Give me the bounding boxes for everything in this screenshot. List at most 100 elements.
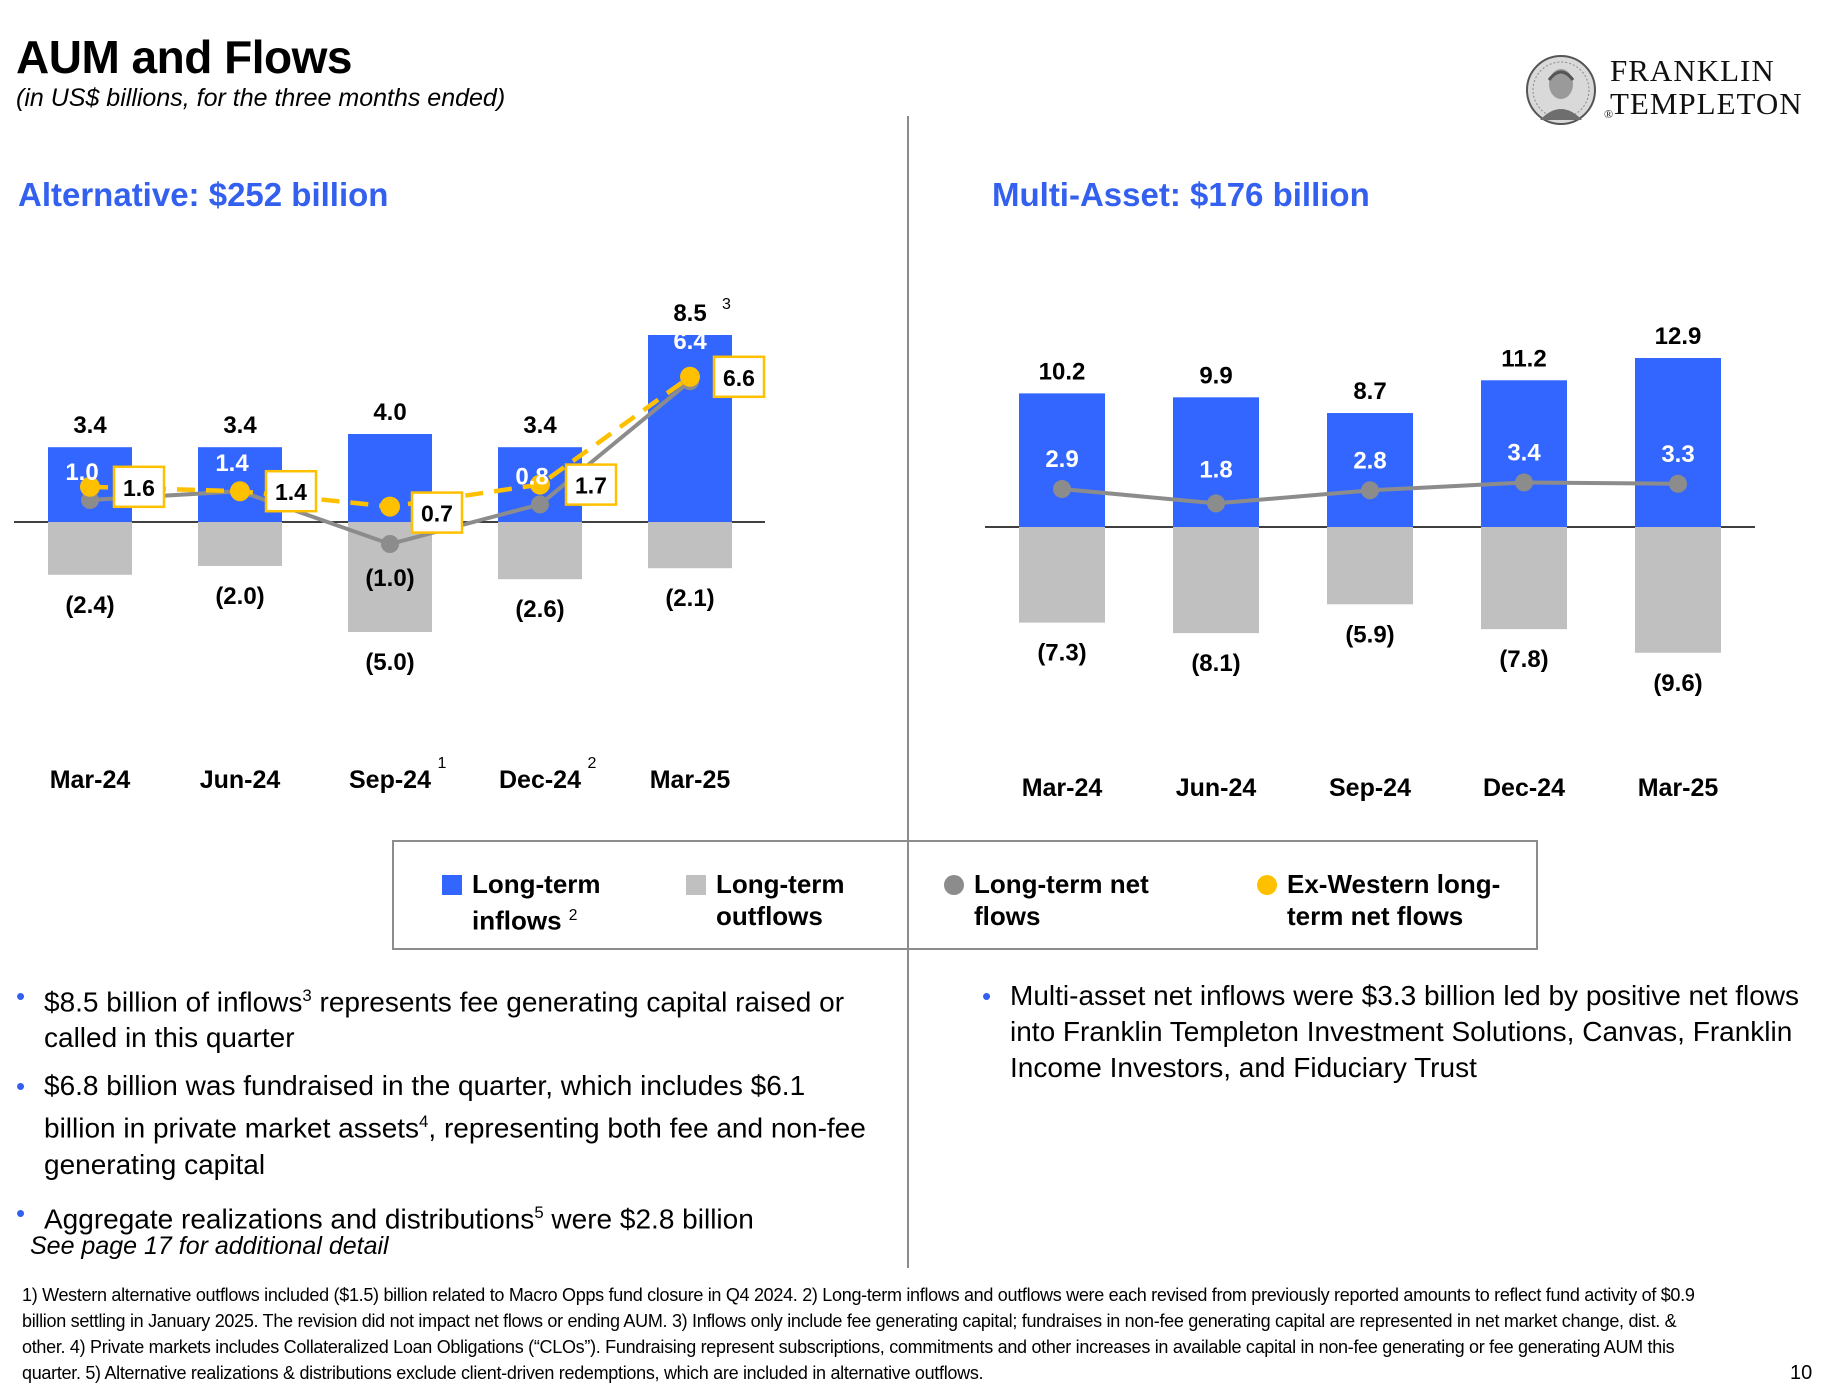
net-flow-label: 3.4 (1507, 439, 1541, 466)
bullet-fundraised-text-a: $6.8 billion was fundraised in the quart… (44, 1070, 806, 1144)
ex-western-point (680, 366, 700, 387)
inflows-swatch (442, 875, 462, 895)
net-flow-point (1361, 481, 1379, 500)
net-flow-point (1669, 474, 1687, 493)
ex-western-label: 1.4 (275, 479, 307, 505)
page-subtitle: (in US$ billions, for the three months e… (16, 84, 506, 112)
net-flow-point (381, 535, 399, 553)
legend-item-net-flows: Long-term net flows (944, 868, 1149, 932)
legend-inflows-line2: inflows (472, 905, 562, 936)
alternative-chart: 3.4 (2.4) Mar-24 3.4 (2.0) Jun-24 4.0 (5.0) Sep-… (14, 296, 766, 794)
multi-asset-chart: 10.2 (7.3) Mar-24 9.9 (8.1) Jun-24 8.7 (5.9) Sep… (985, 323, 1755, 802)
outflows-swatch (686, 875, 706, 895)
inflow-label: 3.4 (73, 412, 107, 439)
outflow-label: (8.1) (1191, 650, 1240, 677)
outflow-label: (5.9) (1345, 621, 1394, 648)
outflow-label: (2.6) (515, 596, 564, 623)
bullet-multi-asset: Multi-asset net inflows were $3.3 billio… (982, 978, 1802, 1086)
net-flow-point (1053, 480, 1071, 499)
net-flow-label: 1.8 (1199, 456, 1232, 483)
page-number: 10 (1790, 1362, 1813, 1384)
x-tick-label: Mar-24 (50, 766, 131, 794)
logo-line1: FRANKLIN (1610, 53, 1775, 88)
x-tick-footnote: 2 (588, 755, 597, 772)
bullet-inflows-text-a: $8.5 billion of inflows (44, 986, 303, 1018)
inflow-label: 12.9 (1655, 323, 1702, 350)
bullet-multi-asset-text: Multi-asset net inflows were $3.3 billio… (1010, 980, 1800, 1083)
net-flow-point (531, 495, 549, 514)
inflow-label: 11.2 (1501, 345, 1546, 372)
left-bullet-list: $8.5 billion of inflows3 represents fee … (16, 978, 876, 1249)
outflow-bar-Mar-24 (1019, 527, 1105, 623)
x-tick-label: Jun-24 (200, 766, 281, 794)
inflow-label: 8.7 (1353, 378, 1386, 405)
outflow-label: (7.8) (1499, 646, 1548, 673)
bullet-inflows: $8.5 billion of inflows3 represents fee … (16, 978, 876, 1056)
legend-item-outflows: Long-term outflows (686, 868, 845, 932)
outflow-label: (2.0) (215, 583, 264, 610)
inflow-label: 9.9 (1199, 362, 1232, 389)
legend-exw-line1: Ex-Western long- (1287, 869, 1501, 899)
inflow-footnote: 3 (722, 296, 731, 313)
x-tick-label: Dec-24 (499, 766, 581, 794)
x-tick-label: Sep-24 (349, 766, 431, 794)
inflow-label: 3.4 (223, 412, 257, 439)
footnotes: 1) Western alternative outflows included… (22, 1285, 1695, 1383)
net-flow-label: 1.0 (65, 459, 98, 486)
ex-western-swatch (1257, 875, 1277, 895)
right-bullet-list: Multi-asset net inflows were $3.3 billio… (982, 978, 1802, 1098)
logo-line2: TEMPLETON (1610, 86, 1803, 121)
outflow-bar-Dec-24 (498, 522, 582, 580)
ex-western-label: 1.6 (123, 475, 155, 501)
registered-mark: ® (1604, 107, 1615, 121)
outflow-bar-Mar-25 (1635, 527, 1721, 653)
ex-western-label: 0.7 (421, 501, 453, 527)
ex-western-label-box (712, 355, 766, 399)
net-flow-label: (1.0) (365, 565, 414, 592)
bullet-realizations-text-a: Aggregate realizations and distributions (44, 1202, 535, 1234)
ex-western-point (230, 481, 250, 502)
legend-item-inflows: Long-term inflows 2 (442, 868, 601, 937)
legend-inflows-sup: 2 (568, 907, 578, 924)
bullet-realizations-sup: 5 (534, 1202, 544, 1222)
chart-legend: Long-term inflows 2 Long-term outflows L… (392, 840, 1538, 950)
net-flow-label: 6.4 (673, 328, 707, 355)
outflow-label: (2.1) (665, 585, 714, 612)
legend-net-line1: Long-term net (974, 869, 1149, 899)
ex-western-label-box (564, 463, 618, 506)
legend-net-line2: flows (974, 901, 1041, 931)
legend-inflows-line1: Long-term (472, 869, 601, 899)
outflow-bar-Mar-24 (48, 522, 132, 575)
alternative-chart-title: Alternative: $252 billion (18, 176, 389, 213)
outflow-label: (9.6) (1653, 670, 1702, 697)
legend-outflows-line2: outflows (716, 901, 823, 931)
x-tick-footnote: 1 (438, 755, 447, 772)
inflow-bar-Dec-24 (1481, 380, 1567, 527)
ex-western-point (380, 496, 400, 517)
multi-asset-chart-title: Multi-Asset: $176 billion (992, 176, 1370, 213)
legend-exw-line2: term net flows (1287, 901, 1464, 931)
ex-western-point (80, 476, 100, 497)
bullet-inflows-text-b: represents fee generating capital raised… (44, 986, 845, 1054)
outflow-bar-Jun-24 (198, 522, 282, 566)
inflow-label: 10.2 (1039, 358, 1086, 385)
net-flow-label: 2.8 (1353, 447, 1386, 474)
x-tick-label: Dec-24 (1483, 774, 1565, 802)
page-title: AUM and Flows (16, 31, 352, 83)
bullet-inflows-sup: 3 (302, 986, 312, 1005)
ex-western-label-box (410, 491, 464, 534)
bullet-fundraised-sup: 4 (419, 1112, 429, 1132)
bullet-fundraised: $6.8 billion was fundraised in the quart… (16, 1068, 876, 1182)
inflow-bar-Sep-24 (1327, 413, 1413, 527)
ex-western-label: 1.7 (575, 473, 607, 499)
ex-western-label-box (264, 469, 318, 513)
inflow-bar-Mar-25 (1635, 358, 1721, 527)
bullet-realizations: Aggregate realizations and distributions… (16, 1195, 876, 1237)
inflow-bar-Mar-24 (1019, 393, 1105, 527)
x-tick-label: Mar-25 (1638, 774, 1719, 802)
outflow-bar-Dec-24 (1481, 527, 1567, 630)
outflow-label: (7.3) (1037, 640, 1086, 667)
ex-western-point (530, 474, 550, 495)
outflow-label: (2.4) (65, 592, 114, 619)
outflow-bar-Jun-24 (1173, 527, 1259, 634)
